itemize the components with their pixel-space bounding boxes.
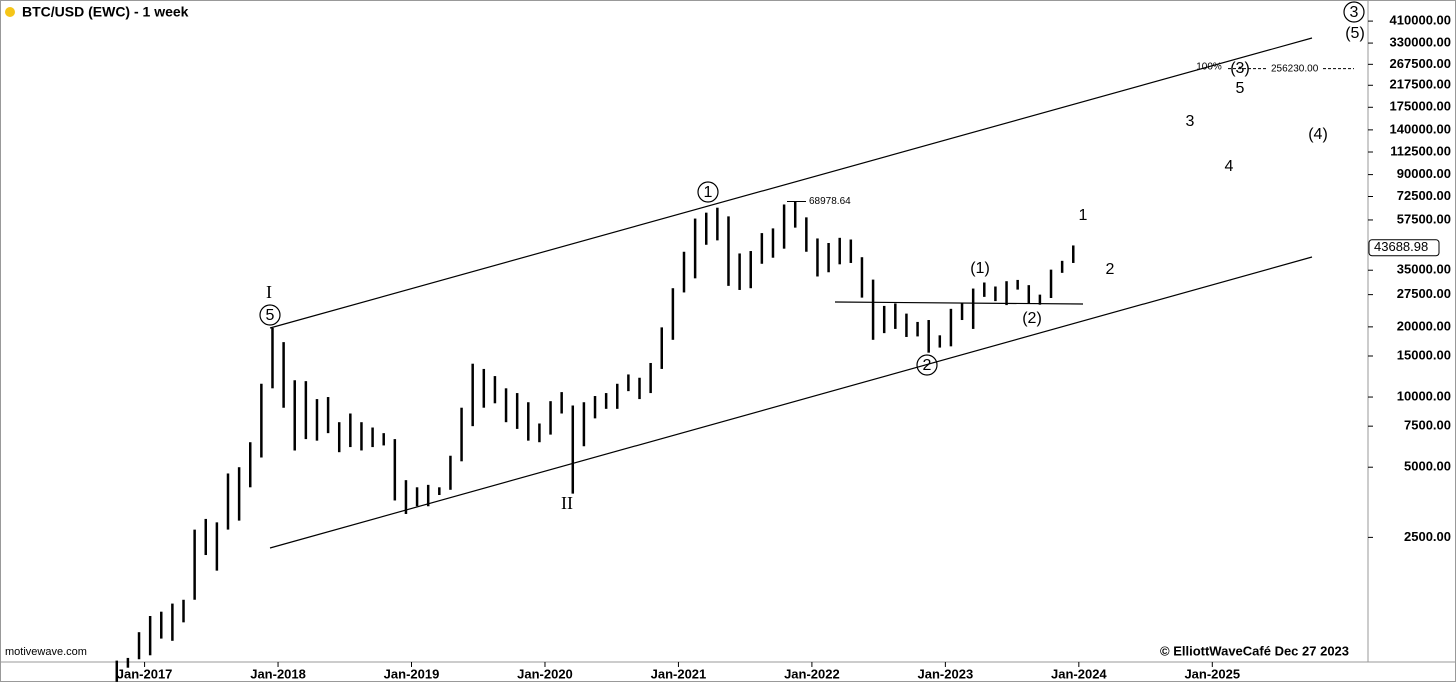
last-price-label: 43688.98 bbox=[1374, 239, 1428, 254]
wave-label: 3 bbox=[1186, 113, 1195, 130]
y-tick-label: 112500.00 bbox=[1390, 143, 1451, 158]
x-tick-label: Jan-2022 bbox=[784, 666, 840, 681]
y-tick-label: 410000.00 bbox=[1390, 13, 1451, 28]
wave-label: 2 bbox=[1106, 261, 1115, 278]
wave-label: I bbox=[266, 282, 272, 302]
y-tick-label: 175000.00 bbox=[1390, 99, 1451, 114]
wave-label: 100% bbox=[1196, 62, 1222, 73]
x-tick-label: Jan-2023 bbox=[918, 666, 974, 681]
wave-circle bbox=[697, 181, 719, 203]
wave-circle bbox=[1343, 1, 1365, 23]
wave-label: 2 bbox=[923, 357, 932, 374]
wave-label: 1 bbox=[704, 184, 713, 201]
y-tick-label: 72500.00 bbox=[1397, 188, 1451, 203]
y-tick-label: 20000.00 bbox=[1397, 318, 1451, 333]
y-tick-label: 217500.00 bbox=[1390, 77, 1451, 92]
y-tick-label: 57500.00 bbox=[1397, 211, 1451, 226]
wave-circle bbox=[259, 304, 281, 326]
wave-circle bbox=[916, 354, 938, 376]
wave-label: (2) bbox=[1022, 310, 1042, 327]
target-bg bbox=[1268, 62, 1322, 75]
y-tick-label: 10000.00 bbox=[1397, 388, 1451, 403]
y-tick-label: 140000.00 bbox=[1390, 121, 1451, 136]
wave-label: 1 bbox=[1079, 207, 1088, 224]
y-tick-label: 330000.00 bbox=[1390, 35, 1451, 50]
y-tick-label: 35000.00 bbox=[1397, 262, 1451, 277]
wave-label: 5 bbox=[1236, 80, 1245, 97]
wave-label: 3 bbox=[1350, 4, 1359, 21]
wave-label: II bbox=[561, 493, 573, 513]
x-tick-label: Jan-2021 bbox=[651, 666, 707, 681]
chart-title: BTC/USD (EWC) - 1 week bbox=[22, 4, 189, 20]
target-label: 256230.00 bbox=[1271, 63, 1319, 74]
source: motivewave.com bbox=[5, 646, 87, 658]
lower-channel bbox=[269, 256, 1313, 549]
x-tick-label: Jan-2019 bbox=[384, 666, 440, 681]
y-tick-label: 5000.00 bbox=[1404, 459, 1451, 474]
wave-label: (5) bbox=[1345, 25, 1365, 42]
x-tick-label: Jan-2018 bbox=[250, 666, 306, 681]
neckline bbox=[834, 301, 1084, 305]
wave-label: (1) bbox=[970, 260, 990, 277]
y-tick-label: 90000.00 bbox=[1397, 166, 1451, 181]
peak-label: 68978.64 bbox=[809, 196, 851, 207]
y-tick-label: 27500.00 bbox=[1397, 286, 1451, 301]
y-tick-label: 267500.00 bbox=[1390, 56, 1451, 71]
y-tick-label: 7500.00 bbox=[1404, 418, 1451, 433]
wave-label: 4 bbox=[1225, 158, 1234, 175]
status-dot bbox=[5, 7, 15, 17]
x-tick-label: Jan-2017 bbox=[117, 666, 173, 681]
y-tick-label: 15000.00 bbox=[1397, 347, 1451, 362]
wave-label: (4) bbox=[1308, 126, 1328, 143]
x-tick-label: Jan-2025 bbox=[1184, 666, 1240, 681]
x-tick-label: Jan-2020 bbox=[517, 666, 573, 681]
upper-channel bbox=[269, 37, 1313, 329]
last-price-box bbox=[1368, 239, 1440, 257]
credit: © ElliottWaveCafé Dec 27 2023 bbox=[1160, 643, 1349, 658]
wave-label: (3) bbox=[1230, 60, 1250, 77]
y-tick-label: 2500.00 bbox=[1404, 529, 1451, 544]
wave-label: 5 bbox=[266, 307, 275, 324]
x-tick-label: Jan-2024 bbox=[1051, 666, 1107, 681]
